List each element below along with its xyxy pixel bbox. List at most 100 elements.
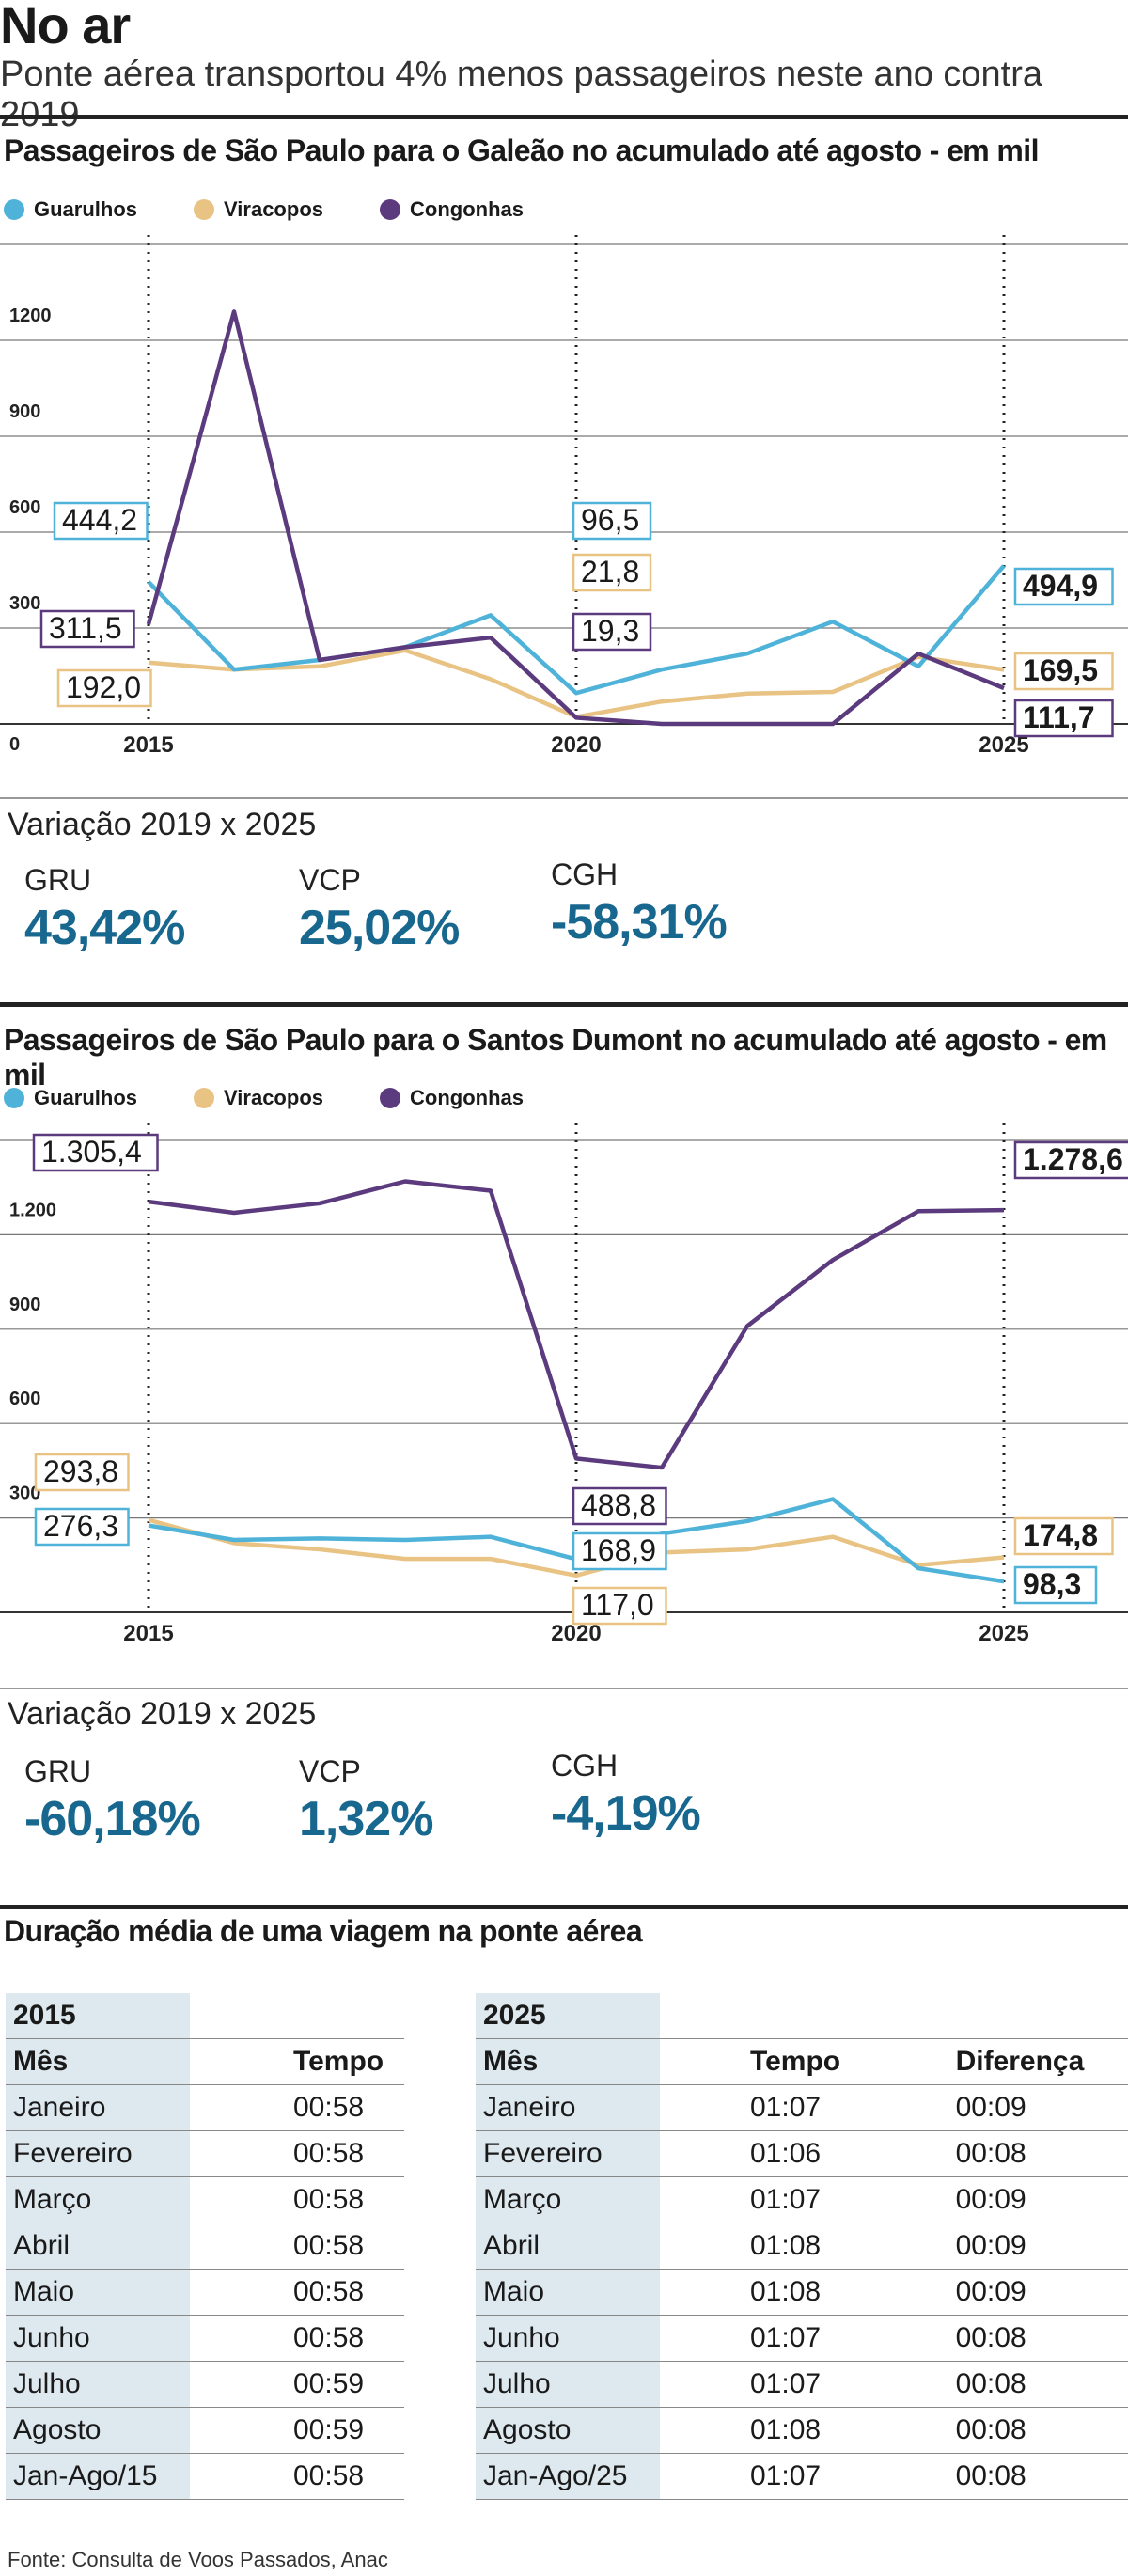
data-label-text: 169,5 [1023,653,1098,687]
table-row: Janeiro 00:58 [6,2084,404,2131]
data-label-text: 168,9 [581,1533,656,1567]
variation-value: -4,19% [551,1786,701,1841]
data-label-cgh-2025: 1.278,6 [1013,1140,1128,1180]
table-month: Maio [476,2269,660,2316]
top-rule [0,115,1128,119]
table-header: Mês [476,2038,660,2085]
table-month: Janeiro [6,2084,190,2131]
table-value: 00:58 [190,2084,404,2131]
data-label-gru-2020: 168,9 [572,1531,667,1571]
table-row: Julho 00:59 [6,2361,404,2408]
data-label-box [572,1531,667,1571]
source-note: Fonte: Consulta de Voos Passados, Anac [8,2548,388,2571]
data-label-box [39,609,135,649]
table-cell [660,1993,881,2039]
data-label-vcp-2015: 192,0 [56,668,152,708]
table-value: 00:58 [190,2453,404,2500]
series-line-guarulhos [147,564,1006,696]
table-month: Março [6,2176,190,2223]
table-value: 01:06 [660,2130,881,2177]
series-line-congonhas [146,309,1005,727]
y-tick-label: 1.200 [9,1200,56,1220]
variation-code: CGH [551,857,619,891]
data-label-text: 488,8 [581,1488,656,1522]
data-label-box [1013,1140,1128,1180]
data-label-box [572,553,652,592]
series-line-congonhas [148,1179,1005,1470]
duration-table-2015: 2015 Mês Tempo Janeiro 00:58 Fevereiro 00:58 Ma… [6,1993,404,2500]
table-month: Junho [6,2315,190,2362]
variation-code: GRU [24,863,92,897]
variation-value: 1,32% [299,1792,433,1846]
table-value: 01:08 [660,2407,881,2454]
legend-label-viracopos: Viracopos [224,197,323,221]
table-month: Agosto [476,2407,660,2454]
table-row: Abril 01:08 00:09 [476,2223,1128,2270]
x-tick-label: 2020 [551,1621,601,1646]
table-value: 01:07 [660,2176,881,2223]
table-value: 00:08 [880,2453,1128,2500]
y-tick-label: 600 [9,497,40,518]
legend-label-congonhas: Congonhas [410,197,524,221]
table-month: Abril [6,2223,190,2270]
legend-item-viracopos: Viracopos [194,197,323,222]
table-value: 00:58 [190,2130,404,2177]
table-year: 2015 [6,1993,190,2039]
data-label-gru-2015: 444,2 [53,501,149,541]
table-value: 00:08 [880,2315,1128,2362]
variation-value: -58,31% [551,895,728,950]
data-label-gru-2025: 98,3 [1013,1565,1098,1605]
table-month: Julho [6,2361,190,2408]
table-month: Fevereiro [476,2130,660,2177]
data-label-box [1013,699,1114,738]
y-tick-label: 0 [9,734,20,755]
data-label-text: 1.278,6 [1023,1142,1123,1176]
data-label-cgh-2025: 111,7 [1013,699,1114,738]
table-value: 00:09 [880,2269,1128,2316]
series-line-viracopos [148,1517,1005,1579]
data-label-vcp-2025: 169,5 [1013,652,1114,691]
data-label-text: 117,0 [581,1588,654,1622]
table-month: Março [476,2176,660,2223]
data-label-text: 19,3 [581,614,639,648]
santos-dumont-variation-gru: GRU -60,18% [24,1754,201,1847]
legend-label-congonhas: Congonhas [410,1086,524,1109]
y-tick-label: 1.500 [9,1123,56,1126]
data-label-text: 111,7 [1023,700,1095,734]
data-label-text: 276,3 [43,1509,118,1543]
y-tick-label: 900 [9,401,40,422]
data-label-gru-2015: 276,3 [34,1507,130,1547]
data-label-box [1013,567,1114,606]
table-year-row: 2015 [6,1993,404,2039]
y-tick-label: 600 [9,1389,40,1409]
data-label-box [34,1453,130,1492]
legend-item-guarulhos: Guarulhos [4,1086,137,1110]
data-label-box [1013,652,1114,691]
data-label-box [56,668,152,708]
table-row: Junho 01:07 00:08 [476,2315,1128,2362]
table-month: Abril [476,2223,660,2270]
data-label-text: 96,5 [581,503,639,537]
variation-value: 43,42% [24,901,185,955]
data-label-text: 1.305,4 [41,1135,142,1169]
variation-code: GRU [24,1754,92,1788]
x-tick-label: 2025 [979,1621,1028,1646]
variation-value: 25,02% [299,901,460,955]
data-label-cgh-2020: 19,3 [572,612,652,652]
table-year: 2025 [476,1993,660,2039]
santos-dumont-variation-cgh: CGH -4,19% [551,1749,701,1842]
guarulhos-dot-icon [4,199,24,220]
data-label-text: 192,0 [66,670,141,704]
variation-code: VCP [299,1754,361,1788]
data-label-box [572,1586,667,1626]
table-value: 00:58 [190,2315,404,2362]
data-label-box [1013,1516,1114,1556]
table-row: Março 00:58 [6,2176,404,2223]
data-label-text: 311,5 [49,611,122,645]
table-value: 00:09 [880,2223,1128,2270]
data-label-gru-2025: 494,9 [1013,567,1114,606]
galeao-chart-heading: Passageiros de São Paulo para o Galeão n… [4,134,1039,167]
data-label-vcp-2020: 117,0 [572,1586,667,1626]
table-month: Julho [476,2361,660,2408]
table-row: Julho 01:07 00:08 [476,2361,1128,2408]
